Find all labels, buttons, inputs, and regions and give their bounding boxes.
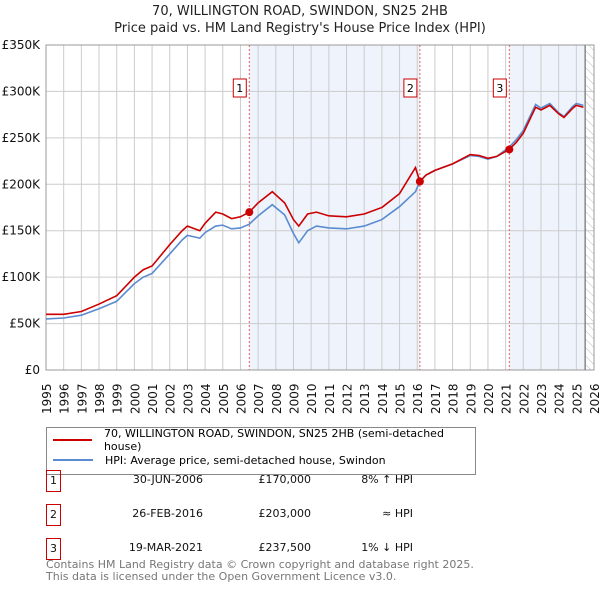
sale-number: 2 (46, 504, 61, 526)
x-tick-label: 2006 (234, 383, 248, 414)
shaded-region (249, 45, 420, 370)
sale-row: 3 19-MAR-2021 £237,500 1% ↓ HPI (46, 538, 413, 560)
sale-hpi: ≈ HPI (382, 507, 413, 520)
x-tick-label: 2007 (252, 383, 266, 414)
sale-price: £237,500 (258, 541, 312, 554)
sale-marker-label: 3 (496, 82, 503, 95)
sale-date: 26-FEB-2016 (132, 507, 203, 520)
x-tick-label: 2026 (588, 383, 600, 414)
sale-hpi: 8% ↑ HPI (361, 473, 413, 486)
plot-border (45, 44, 595, 371)
x-tick-label: 2023 (535, 383, 549, 414)
x-tick-label: 2015 (394, 383, 408, 414)
y-tick-label: £0 (25, 363, 40, 377)
hpi-line (45, 102, 584, 320)
x-tick-label: 2020 (482, 383, 496, 414)
x-tick-label: 2021 (500, 383, 514, 414)
sale-point (505, 145, 514, 154)
shaded-region (509, 45, 586, 370)
y-tick-label: £200K (2, 177, 42, 191)
x-tick-label: 2013 (358, 383, 372, 414)
x-tick-label: 2014 (376, 383, 390, 414)
x-tick-label: 2022 (517, 383, 531, 414)
x-tick-label: 1999 (111, 383, 125, 414)
x-tick-label: 1998 (93, 383, 107, 414)
sale-price: £203,000 (258, 507, 312, 520)
legend-line-hpi (53, 459, 93, 461)
x-tick-label: 2008 (270, 383, 284, 414)
sale-row: 1 30-JUN-2006 £170,000 8% ↑ HPI (46, 470, 413, 492)
chart-title: 70, WILLINGTON ROAD, SWINDON, SN25 2HB (152, 4, 448, 19)
y-tick-label: £350K (2, 38, 42, 52)
sale-row: 2 26-FEB-2016 £203,000 ≈ HPI (46, 504, 413, 526)
legend-line-property (53, 439, 92, 441)
sale-hpi: 1% ↓ HPI (361, 541, 413, 554)
footer-licence: This data is licensed under the Open Gov… (46, 570, 397, 583)
x-tick-label: 2017 (429, 383, 443, 414)
sale-marker-label: 1 (236, 82, 243, 95)
x-tick-label: 2005 (217, 383, 231, 414)
sale-marker-box (492, 78, 507, 98)
x-tick-label: 2019 (464, 383, 478, 414)
x-tick-label: 2004 (199, 383, 213, 414)
x-tick-label: 2003 (181, 383, 195, 414)
sale-point (245, 208, 254, 217)
sale-date: 19-MAR-2021 (128, 541, 203, 554)
legend-label-property: 70, WILLINGTON ROAD, SWINDON, SN25 2HB (… (103, 427, 444, 453)
sale-marker-box (232, 78, 247, 98)
chart-subtitle: Price paid vs. HM Land Registry's House … (114, 21, 486, 36)
forecast-hatch (585, 45, 594, 370)
y-tick-label: £300K (2, 84, 42, 98)
footer-copyright: Contains HM Land Registry data © Crown c… (46, 558, 474, 571)
x-tick-label: 1995 (40, 383, 54, 414)
x-tick-label: 2016 (411, 383, 425, 414)
sale-marker-box (403, 78, 418, 98)
x-tick-label: 1996 (58, 383, 72, 414)
x-tick-label: 2018 (447, 383, 461, 414)
x-tick-label: 2025 (570, 383, 584, 414)
y-tick-label: £150K (2, 224, 42, 238)
sale-marker-label: 2 (407, 82, 414, 95)
x-tick-label: 2000 (128, 383, 142, 414)
x-tick-label: 2024 (553, 383, 567, 414)
property-price-line (46, 104, 584, 316)
y-tick-label: £50K (9, 317, 41, 331)
y-tick-label: £100K (2, 270, 42, 284)
x-tick-label: 2009 (287, 383, 301, 414)
x-tick-label: 2002 (164, 383, 178, 414)
sale-point (415, 177, 424, 186)
chart: 1995 1996 1997 1998 1999 2000 2001 2002 2003 2004… (2, 38, 600, 414)
y-tick-label: £250K (2, 131, 42, 145)
x-tick-label: 2001 (146, 383, 160, 414)
sale-number: 3 (46, 538, 61, 560)
x-tick-label: 2010 (305, 383, 319, 414)
x-tick-label: 2012 (341, 383, 355, 414)
sale-price: £170,000 (258, 473, 312, 486)
x-tick-label: 1997 (75, 383, 89, 414)
sale-date: 30-JUN-2006 (132, 473, 203, 486)
x-tick-label: 2011 (323, 383, 337, 414)
legend-label-hpi: HPI: Average price, semi-detached house,… (105, 453, 386, 467)
legend: 70, WILLINGTON ROAD, SWINDON, SN25 2HB (… (46, 427, 476, 475)
sale-number: 1 (46, 470, 61, 492)
